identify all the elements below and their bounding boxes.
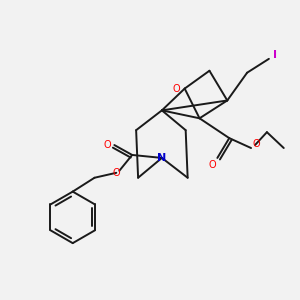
Text: O: O [112, 168, 120, 178]
Text: O: O [252, 139, 260, 149]
Text: N: N [157, 153, 167, 163]
Text: O: O [173, 84, 181, 94]
Text: O: O [103, 140, 111, 150]
Text: I: I [273, 50, 277, 60]
Text: O: O [208, 160, 216, 170]
